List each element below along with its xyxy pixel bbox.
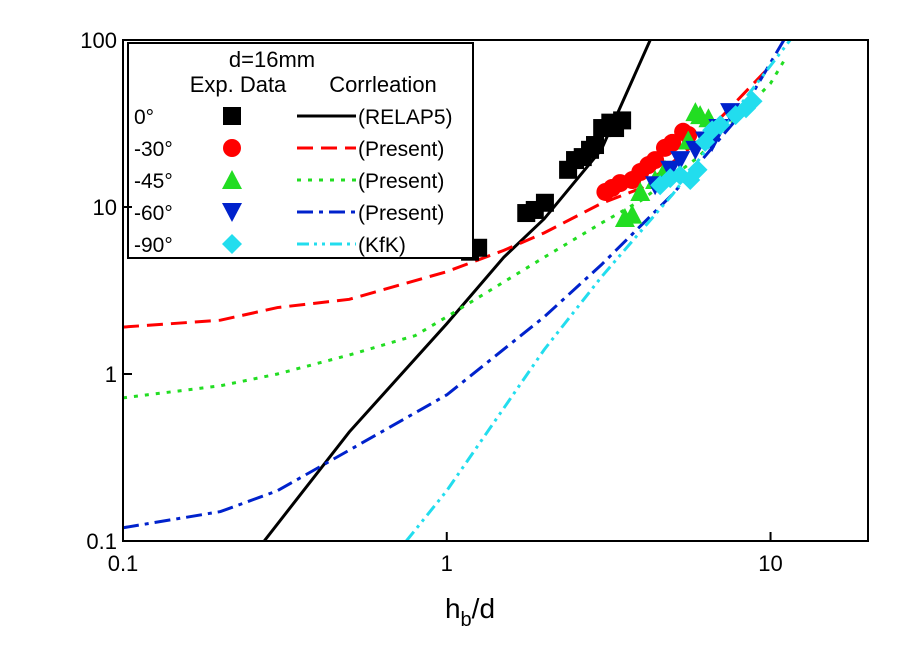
- marker: [223, 107, 241, 125]
- legend-label: -45°: [134, 170, 173, 193]
- x-tick-label: 10: [758, 551, 782, 576]
- marker: [622, 204, 643, 224]
- y-tick-label: 0.1: [86, 529, 117, 554]
- y-tick-label: 100: [80, 28, 117, 53]
- marker: [222, 170, 242, 189]
- marker: [222, 203, 242, 222]
- x-label-subscript: b: [461, 609, 472, 631]
- marker: [670, 151, 691, 171]
- y-tick-label: 1: [105, 362, 117, 387]
- fit-line: [123, 40, 786, 530]
- plot-area: [123, 40, 792, 541]
- legend-label: -30°: [134, 138, 173, 161]
- legend-label: (Present): [358, 202, 444, 225]
- marker: [630, 181, 651, 201]
- marker: [646, 151, 665, 170]
- legend-label: 0°: [134, 106, 154, 129]
- marker: [613, 111, 632, 130]
- legend-title: d=16mm: [229, 47, 315, 72]
- legend-label: -90°: [134, 234, 173, 257]
- legend-label: (Present): [358, 138, 444, 161]
- legend-label: (KfK): [358, 234, 406, 257]
- marker: [663, 133, 682, 152]
- plot-frame: [122, 39, 869, 542]
- legend-label: (Present): [358, 170, 444, 193]
- marker: [222, 234, 242, 254]
- legend-header: Exp. Data: [190, 72, 287, 97]
- legend-header: Corrleation: [329, 72, 437, 97]
- legend-label: -60°: [134, 202, 173, 225]
- marker: [742, 91, 763, 112]
- marker: [535, 193, 554, 212]
- marker: [710, 114, 731, 135]
- x-tick-label: 0.1: [108, 551, 139, 576]
- legend-label: (RELAP5): [358, 106, 453, 129]
- marker: [586, 136, 605, 155]
- marker: [223, 139, 241, 157]
- x-label-text: h: [445, 593, 461, 624]
- x-label-suffix: /d: [472, 593, 495, 624]
- marker: [687, 159, 708, 180]
- x-tick-label: 1: [441, 551, 453, 576]
- x-axis-label: hb/d: [445, 593, 495, 631]
- legend-box: [127, 42, 474, 259]
- y-tick-label: 10: [93, 195, 117, 220]
